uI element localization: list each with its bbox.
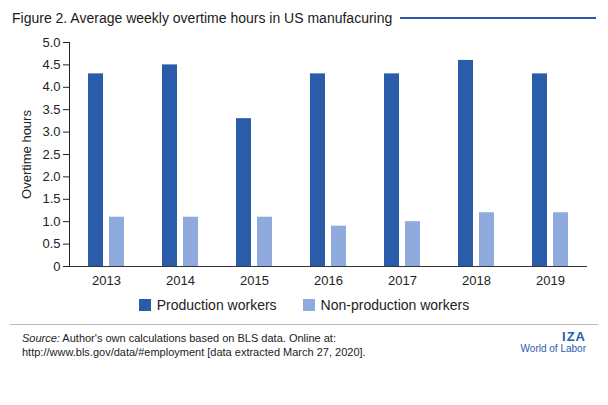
svg-text:2013: 2013 bbox=[92, 273, 121, 288]
svg-text:1.0: 1.0 bbox=[42, 214, 60, 229]
html-text:Figure 2. Average weekly overt: Figure 2. Average weekly overtime hours … bbox=[12, 10, 393, 26]
svg-text:2.0: 2.0 bbox=[42, 169, 60, 184]
svg-text:2019: 2019 bbox=[536, 273, 565, 288]
svg-text:0.5: 0.5 bbox=[42, 236, 60, 251]
svg-text:2018: 2018 bbox=[462, 273, 491, 288]
svg-text:2017: 2017 bbox=[388, 273, 417, 288]
html-text:Non-production workers: Non-production workers bbox=[320, 297, 470, 313]
svg-text:2016: 2016 bbox=[314, 273, 343, 288]
html-text:World of Labor: World of Labor bbox=[520, 343, 586, 354]
html-text:Production workers: Production workers bbox=[156, 297, 277, 313]
html-text:IZA: IZA bbox=[562, 329, 586, 344]
html-text:Source: Author's own calculati: Source: Author's own calculations based … bbox=[22, 332, 366, 358]
svg-text:4.5: 4.5 bbox=[42, 57, 60, 72]
svg-text:3.5: 3.5 bbox=[42, 102, 60, 117]
svg-text:4.0: 4.0 bbox=[42, 79, 60, 94]
svg-text:1.5: 1.5 bbox=[42, 191, 60, 206]
svg-text:3.0: 3.0 bbox=[42, 124, 60, 139]
svg-text:2014: 2014 bbox=[166, 273, 195, 288]
svg-text:2015: 2015 bbox=[240, 273, 269, 288]
svg-text:2.5: 2.5 bbox=[42, 147, 60, 162]
svg-text:Overtime hours: Overtime hours bbox=[19, 110, 34, 199]
svg-text:0: 0 bbox=[53, 259, 60, 274]
svg-text:5.0: 5.0 bbox=[42, 35, 60, 50]
